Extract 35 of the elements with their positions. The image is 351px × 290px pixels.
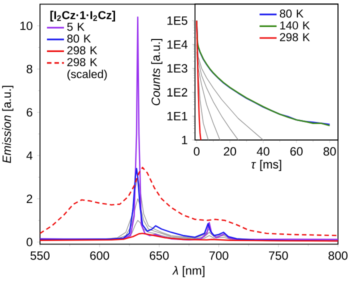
y-axis-title: Counts [a.u.] xyxy=(151,38,162,106)
legend-label: 298 K (scaled) xyxy=(67,58,107,80)
x-tick-label: 80 xyxy=(324,147,336,156)
x-tick-label: 40 xyxy=(256,147,270,156)
y-tick-label: 10 xyxy=(20,22,32,30)
legend-label: 5 K xyxy=(67,22,84,31)
x-tick-label: 750 xyxy=(269,251,288,260)
y-tick-label: 1 xyxy=(182,136,188,144)
y-tick-label: 4 xyxy=(26,151,32,160)
x-tick-label: 700 xyxy=(209,251,228,260)
x-tick-label: 800 xyxy=(328,251,348,260)
y-axis-title: Emission [a.u.] xyxy=(2,86,14,164)
legend-label: 140 K xyxy=(280,21,310,30)
y-tick-label: 1E2 xyxy=(167,88,188,96)
x-axis-title: λ [nm] xyxy=(172,266,204,278)
y-tick-label: 8 xyxy=(26,64,32,74)
y-tick-label: 6 xyxy=(26,108,32,117)
legend-label: 298 K xyxy=(280,33,310,42)
x-axis-title: τ [ms] xyxy=(251,160,282,171)
x-tick-label: 0 xyxy=(194,147,200,156)
y-tick-label: 1E1 xyxy=(167,112,188,120)
y-tick-label: 0 xyxy=(26,238,32,246)
y-tick-label: 1E4 xyxy=(167,40,188,49)
y-tick-label: 1E3 xyxy=(167,64,188,73)
x-tick-label: 20 xyxy=(224,147,236,156)
legend-label: 80 K xyxy=(67,34,91,43)
y-tick-label: 1E5 xyxy=(167,16,188,25)
legend-label: 298 K xyxy=(67,46,98,54)
y-tick-label: 2 xyxy=(26,194,32,203)
legend-label: 80 K xyxy=(280,10,304,18)
x-tick-label: 550 xyxy=(30,251,50,260)
legend-title: [I$_{2}$Cz·1·I$_{2}$Cz] xyxy=(50,10,116,22)
x-tick-label: 650 xyxy=(150,251,169,260)
x-tick-label: 60 xyxy=(290,147,303,156)
x-tick-label: 600 xyxy=(90,251,110,260)
